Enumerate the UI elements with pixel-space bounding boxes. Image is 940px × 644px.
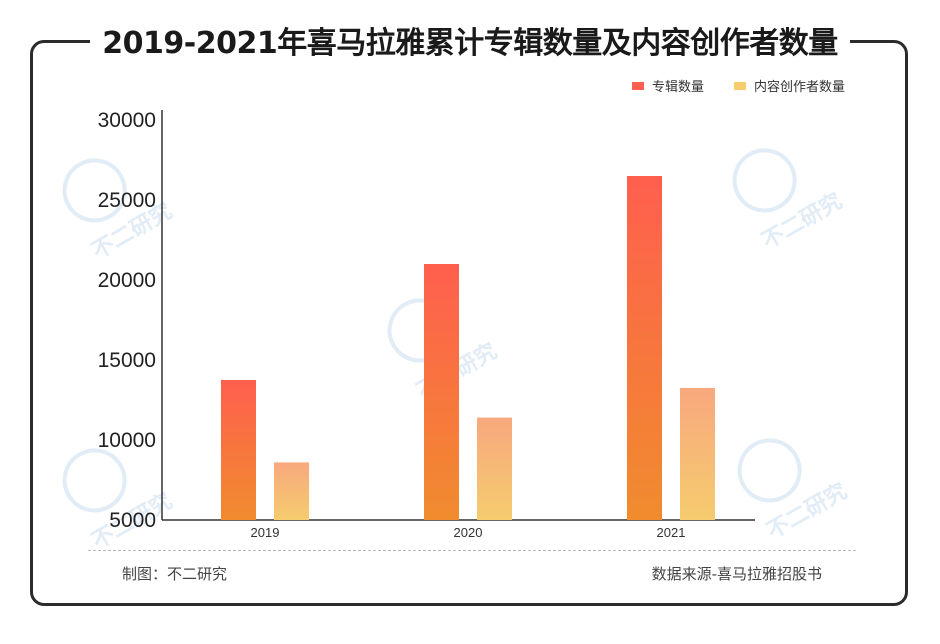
- bar-albums: [424, 264, 459, 520]
- footer-source: 数据来源-喜马拉雅招股书: [651, 565, 822, 583]
- legend: 专辑数量 内容创作者数量: [631, 76, 845, 95]
- legend-item-albums: 专辑数量: [631, 76, 704, 95]
- x-tick-label: 2020: [454, 525, 483, 540]
- y-tick-label: 15000: [98, 349, 156, 372]
- bar-creators: [274, 462, 309, 520]
- footer-divider: [88, 550, 856, 551]
- legend-item-creators: 内容创作者数量: [733, 76, 845, 95]
- legend-label-creators: 内容创作者数量: [753, 80, 845, 95]
- chart-title: 2019-2021年喜马拉雅累计专辑数量及内容创作者数量: [90, 18, 850, 62]
- bar-albums: [221, 380, 256, 520]
- legend-swatch-albums: [631, 81, 644, 90]
- x-tick-label: 2021: [657, 525, 686, 540]
- x-tick-label: 2019: [251, 525, 280, 540]
- y-tick-label: 10000: [98, 429, 156, 452]
- y-tick-label: 30000: [98, 109, 156, 132]
- legend-swatch-creators: [733, 81, 746, 90]
- footer-credit: 制图：不二研究: [122, 565, 228, 583]
- y-tick-label: 5000: [109, 509, 156, 532]
- bar-creators: [680, 388, 715, 520]
- y-tick-label: 20000: [98, 269, 156, 292]
- legend-label-albums: 专辑数量: [651, 80, 704, 95]
- bar-creators: [477, 417, 512, 520]
- y-tick-label: 25000: [98, 189, 156, 212]
- chart-title-wrap: 2019-2021年喜马拉雅累计专辑数量及内容创作者数量: [0, 18, 940, 62]
- bar-albums: [627, 176, 662, 520]
